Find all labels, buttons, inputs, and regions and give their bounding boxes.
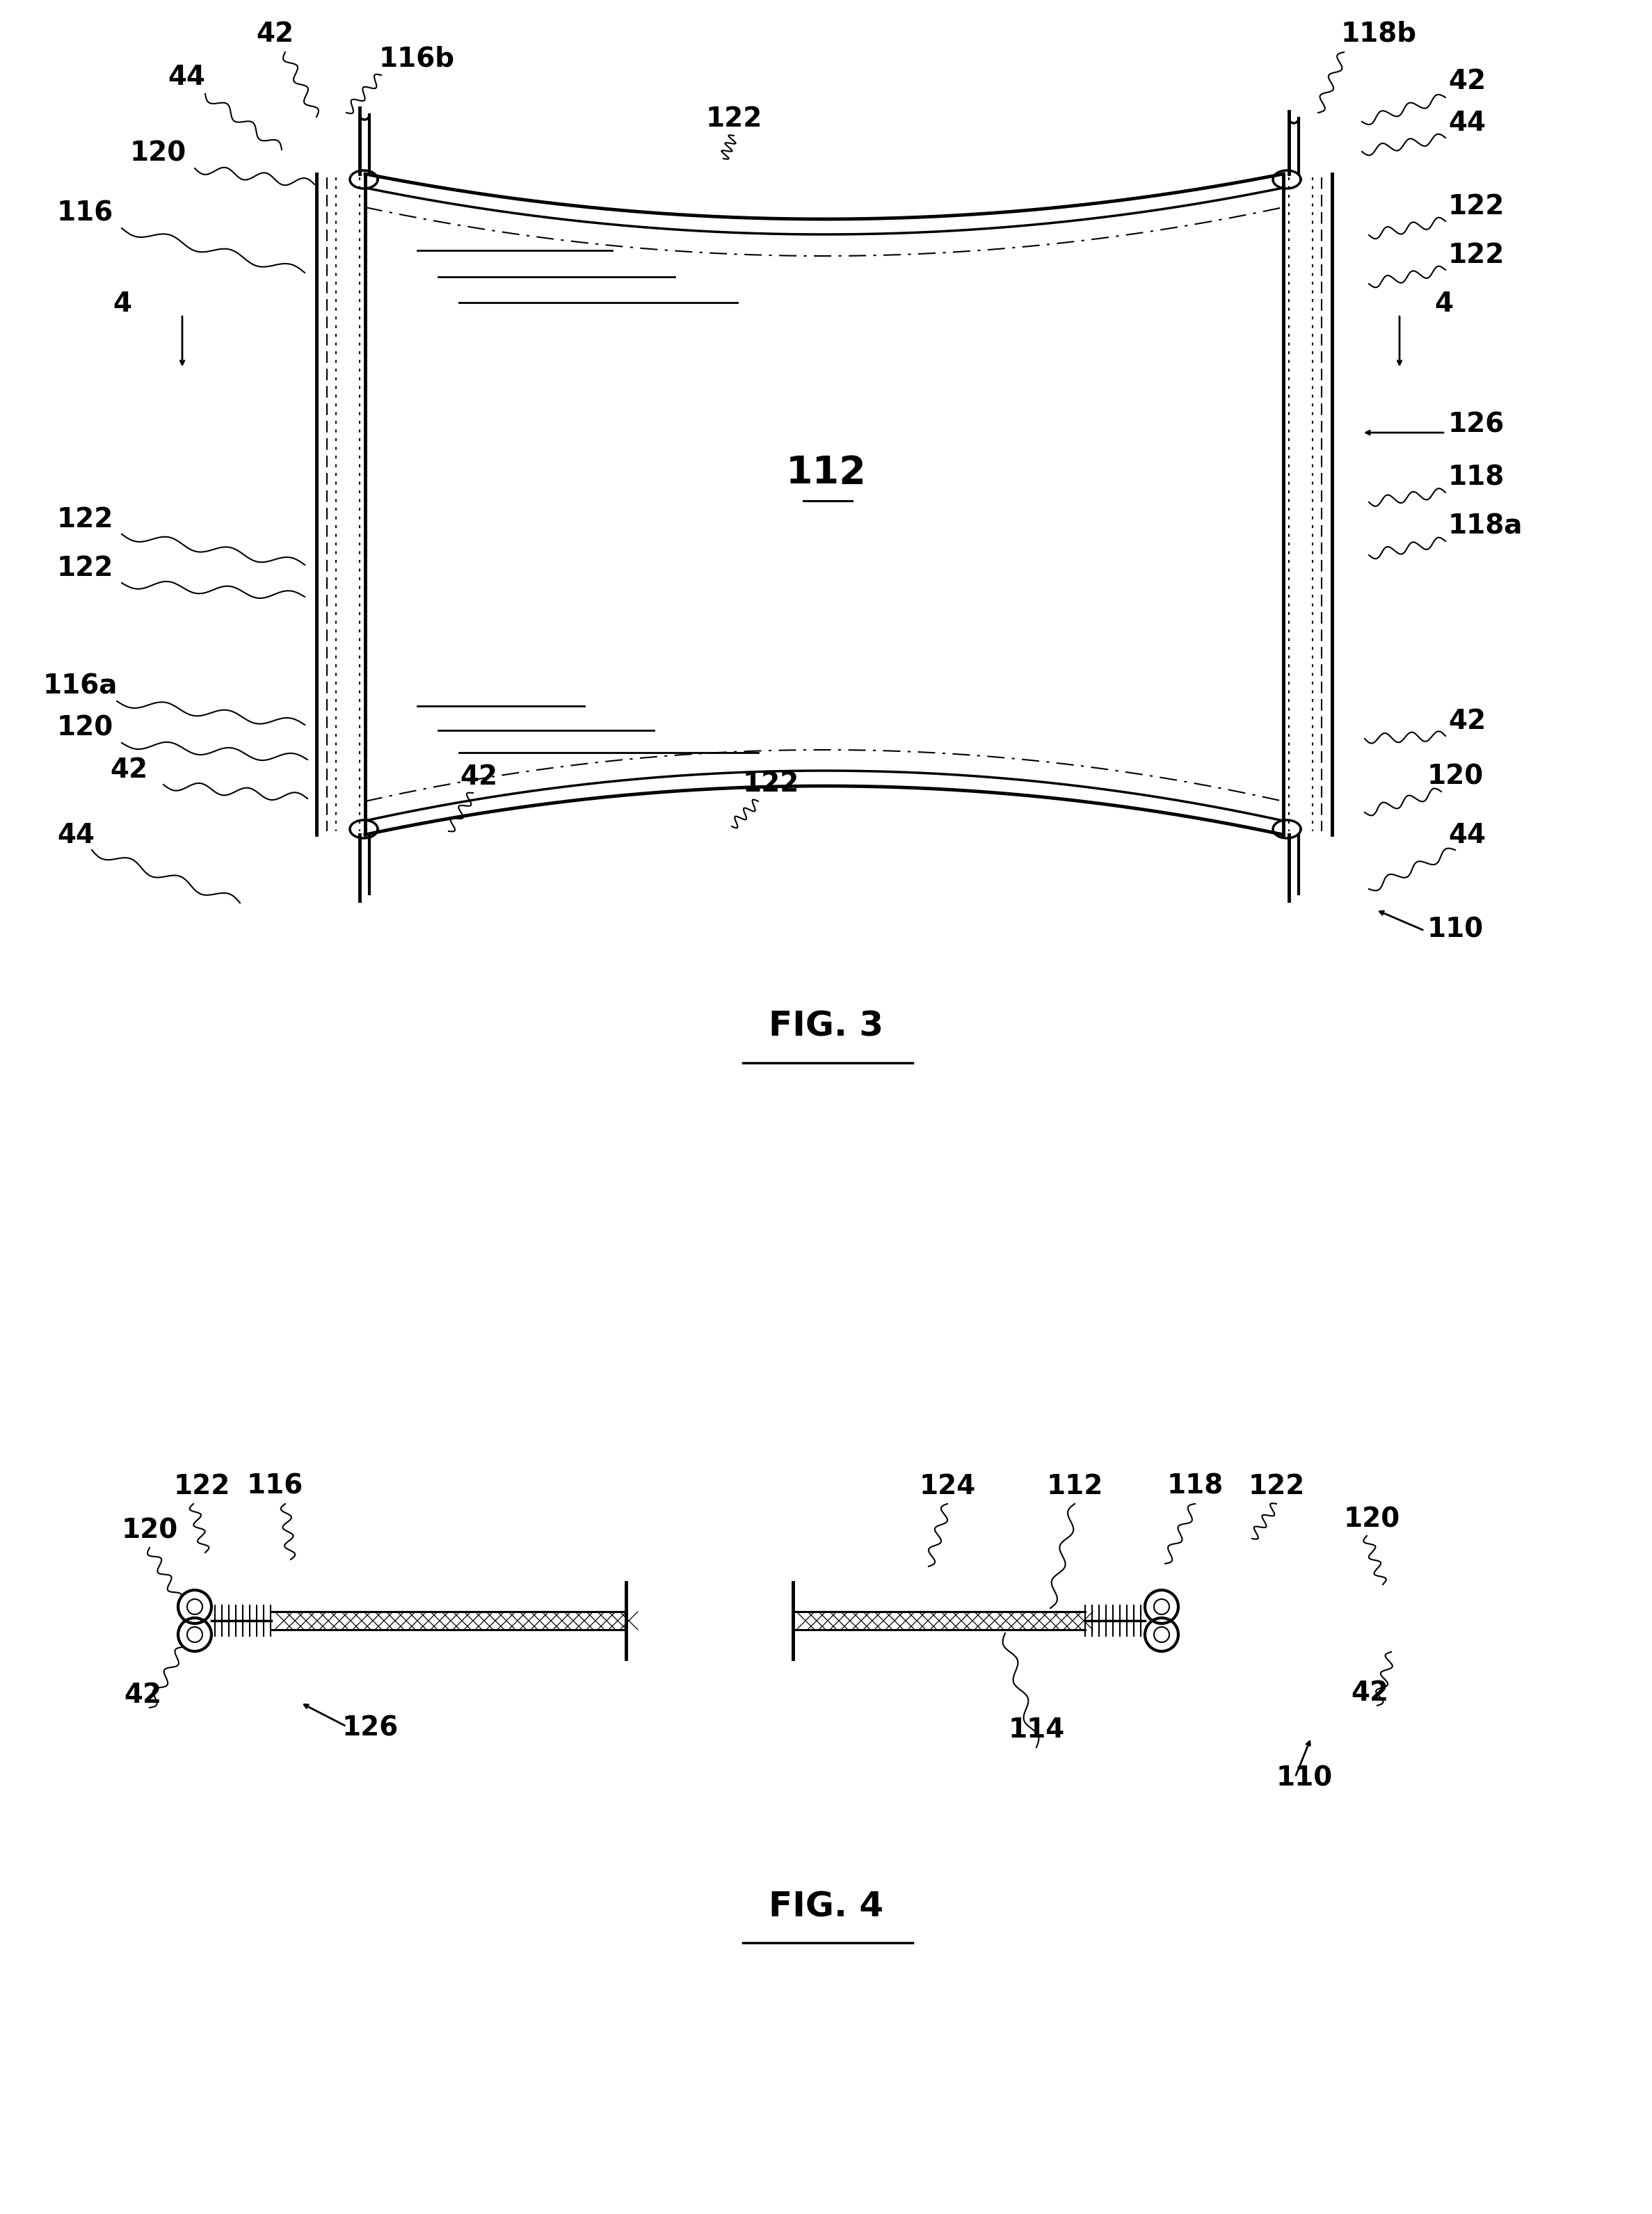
- Text: 122: 122: [58, 507, 114, 534]
- Text: 122: 122: [742, 770, 800, 797]
- Text: 42: 42: [1449, 708, 1485, 735]
- Text: 110: 110: [1427, 917, 1483, 943]
- Text: 42: 42: [1449, 69, 1485, 95]
- Text: 120: 120: [1343, 1506, 1401, 1532]
- Text: 4: 4: [1434, 290, 1454, 317]
- Text: 44: 44: [1449, 111, 1485, 137]
- Text: 44: 44: [1449, 821, 1485, 848]
- Text: 116: 116: [246, 1472, 304, 1499]
- Text: 116b: 116b: [378, 44, 454, 71]
- Text: 42: 42: [124, 1683, 162, 1709]
- Text: 122: 122: [173, 1472, 231, 1499]
- Text: 116a: 116a: [43, 673, 117, 700]
- Text: 112: 112: [1046, 1472, 1104, 1499]
- Text: 118: 118: [1449, 465, 1505, 492]
- Text: 126: 126: [1449, 412, 1505, 438]
- Text: 44: 44: [58, 821, 94, 848]
- Text: 42: 42: [256, 20, 294, 46]
- Text: 126: 126: [342, 1714, 398, 1740]
- Text: FIG. 4: FIG. 4: [768, 1891, 884, 1924]
- Text: 122: 122: [1249, 1472, 1305, 1499]
- Text: 120: 120: [131, 139, 187, 166]
- Text: 122: 122: [1449, 241, 1505, 268]
- Text: 120: 120: [1427, 764, 1483, 790]
- Text: 122: 122: [1449, 193, 1505, 219]
- Text: 118: 118: [1166, 1472, 1222, 1499]
- Text: FIG. 3: FIG. 3: [768, 1010, 884, 1043]
- Text: 120: 120: [58, 715, 114, 742]
- Text: 118b: 118b: [1341, 20, 1417, 46]
- Text: 4: 4: [112, 290, 132, 317]
- Text: 42: 42: [1351, 1680, 1388, 1707]
- Text: 110: 110: [1277, 1765, 1333, 1791]
- Text: 44: 44: [167, 64, 205, 91]
- Text: 118a: 118a: [1449, 514, 1523, 540]
- Text: 112: 112: [786, 454, 867, 492]
- Text: 120: 120: [122, 1519, 178, 1543]
- Text: 42: 42: [111, 757, 147, 784]
- Text: 122: 122: [58, 556, 114, 582]
- Text: 42: 42: [459, 764, 497, 790]
- Text: 114: 114: [1008, 1716, 1064, 1742]
- Text: 124: 124: [919, 1472, 976, 1499]
- Text: 116: 116: [58, 199, 114, 226]
- Text: 122: 122: [705, 106, 762, 133]
